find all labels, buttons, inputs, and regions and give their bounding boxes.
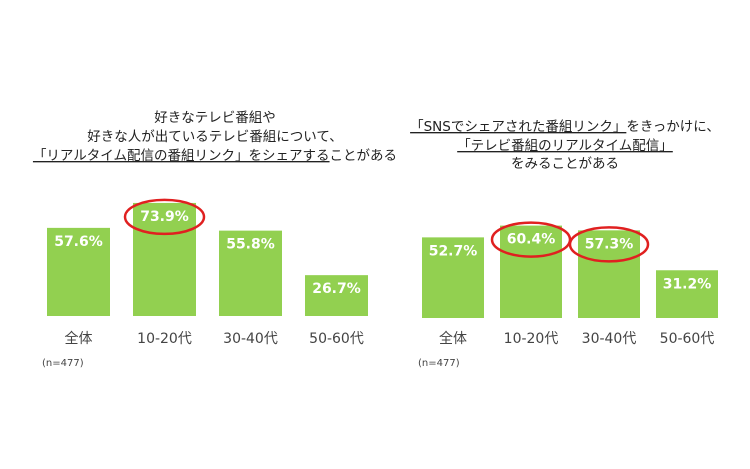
category-label: 50-60代 [309,331,364,347]
value-label: 57.6% [54,234,103,250]
title-segment: 「テレビ番組のリアルタイム配信」 [457,138,673,154]
bar [422,237,484,318]
sample-note: (n=477) [42,358,84,369]
value-label: 55.8% [226,237,275,253]
title-segment: 「リアルタイム配信の番組リンク」をシェアする [33,148,330,164]
title-segment: ことがある [330,148,398,164]
bar [305,275,368,316]
bar [219,230,282,316]
bar [656,270,718,318]
highlight-circle [123,198,206,236]
category-label: 30-40代 [223,331,278,347]
category-label: 30-40代 [582,331,637,347]
chart-title: 好きなテレビ番組や [154,110,276,126]
chart-title: 「リアルタイム配信の番組リンク」をシェアすることがある [33,148,397,164]
bar [133,202,196,316]
highlight-circle [568,226,650,263]
chart-title: 好きな人が出ているテレビ番組について、 [87,129,342,145]
bar [47,227,110,316]
value-label: 60.4% [507,232,556,248]
value-label: 57.3% [585,236,634,252]
category-label: 10-20代 [504,331,559,347]
title-segment: をきっかけに、 [626,119,720,135]
title-segment: 好きな人が出ているテレビ番組について、 [87,129,342,145]
title-segment: 「SNSでシェアされた番組リンク」 [410,119,626,135]
category-label: 全体 [439,330,467,347]
category-label: 10-20代 [137,331,192,347]
title-segment: 好きなテレビ番組や [154,110,276,126]
category-label: 50-60代 [660,331,715,347]
value-label: 31.2% [663,276,712,292]
chart-title: 「テレビ番組のリアルタイム配信」 [457,138,673,154]
value-label: 26.7% [312,281,361,297]
value-label: 52.7% [429,243,478,259]
sample-note: (n=477) [418,358,460,369]
value-label: 73.9% [140,209,189,225]
title-segment: をみることがある [511,156,619,172]
chart-title: をみることがある [511,156,619,172]
category-label: 全体 [65,330,93,347]
chart-title: 「SNSでシェアされた番組リンク」をきっかけに、 [410,119,720,135]
bar [500,225,562,318]
bar [578,230,640,318]
